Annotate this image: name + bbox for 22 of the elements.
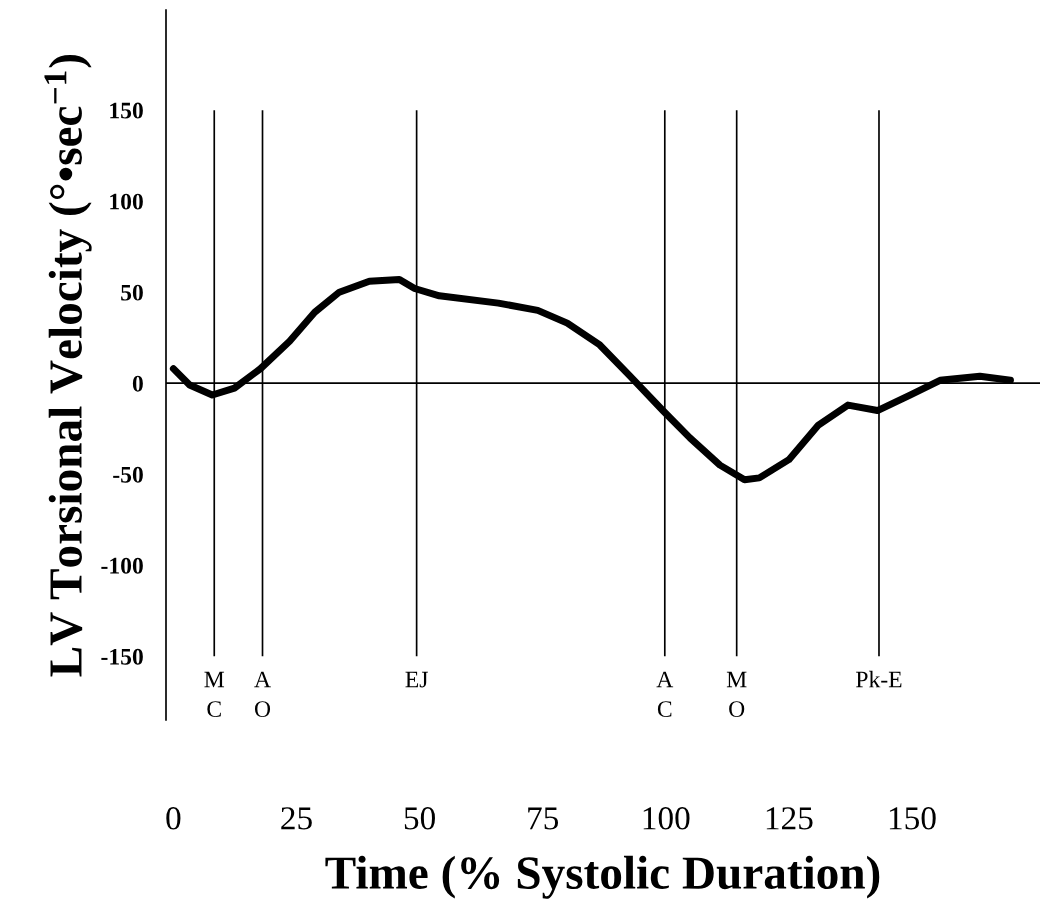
y-tick-label: -150 [101,648,143,665]
ref-line-label: A O [254,671,271,718]
y-tick-label: 0 [132,375,143,392]
x-tick-label: 125 [766,807,813,830]
x-tick-label: 0 [166,807,181,830]
x-axis-title: Time (% Systolic Duration) [325,855,880,899]
x-tick-label: 150 [889,807,936,830]
y-tick-label: -50 [113,466,143,483]
x-tick-label: 25 [281,807,312,830]
y-tick-label: -100 [101,557,143,574]
ref-line-label: A C [656,671,674,718]
y-tick-label: 150 [110,102,143,119]
ref-line-label: Pk-E [856,670,902,688]
y-tick-label: 50 [121,284,143,301]
x-tick-label: 75 [528,807,559,830]
x-tick-label: 100 [643,807,690,830]
x-tick-label: 50 [404,807,435,830]
ref-line-label: M C [204,671,225,718]
ref-line-label: M O [726,671,747,718]
y-tick-label: 100 [110,193,143,210]
y-axis-title: LV Torsional Velocity (°•sec$^{−1}$) [44,55,92,677]
ref-line-label: EJ [405,671,428,688]
